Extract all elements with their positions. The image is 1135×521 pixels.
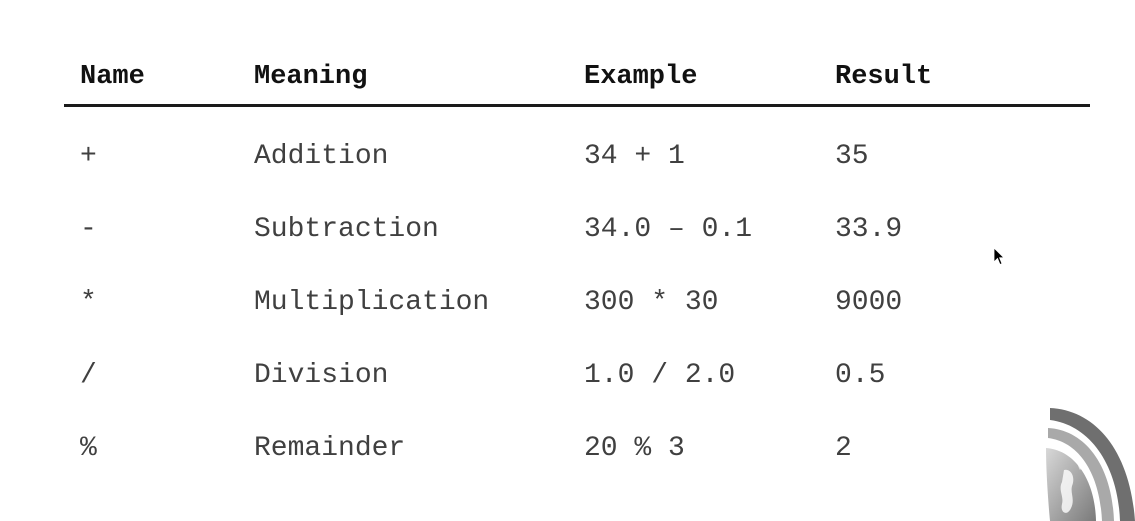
operator-example: 20 % 3 [584,433,685,464]
mouse-pointer-icon [993,247,1005,266]
table-row: - Subtraction 34.0 – 0.1 33.9 [64,193,1090,266]
operator-meaning: Subtraction [254,214,439,245]
operators-table: Name Meaning Example Result + Addition 3… [64,52,1090,485]
operator-meaning: Remainder [254,433,406,464]
operator-symbol: / [80,360,97,391]
table-row: * Multiplication 300 * 30 9000 [64,266,1090,339]
header-meaning: Meaning [254,62,368,92]
table-body: + Addition 34 + 1 35 - Subtraction 34.0 … [64,107,1090,485]
header-result: Result [835,62,933,92]
operator-meaning: Division [254,360,389,391]
operator-result: 33.9 [835,214,903,245]
operator-example: 1.0 / 2.0 [584,360,736,391]
table-header-row: Name Meaning Example Result [64,52,1090,107]
operator-symbol: % [80,433,97,464]
header-example: Example [584,62,698,92]
operator-result: 2 [835,433,852,464]
operator-result: 35 [835,141,869,172]
table-row: / Division 1.0 / 2.0 0.5 [64,339,1090,412]
table-row: + Addition 34 + 1 35 [64,120,1090,193]
operator-symbol: + [80,141,97,172]
operator-result: 9000 [835,287,903,318]
operator-result: 0.5 [835,360,886,391]
operator-example: 300 * 30 [584,287,719,318]
header-name: Name [80,62,145,92]
operator-symbol: * [80,287,97,318]
operator-meaning: Multiplication [254,287,490,318]
operator-symbol: - [80,214,97,245]
operator-example: 34 + 1 [584,141,685,172]
operator-example: 34.0 – 0.1 [584,214,753,245]
operator-meaning: Addition [254,141,389,172]
globe-swoosh-logo [1046,408,1135,521]
table-row: % Remainder 20 % 3 2 [64,412,1090,485]
